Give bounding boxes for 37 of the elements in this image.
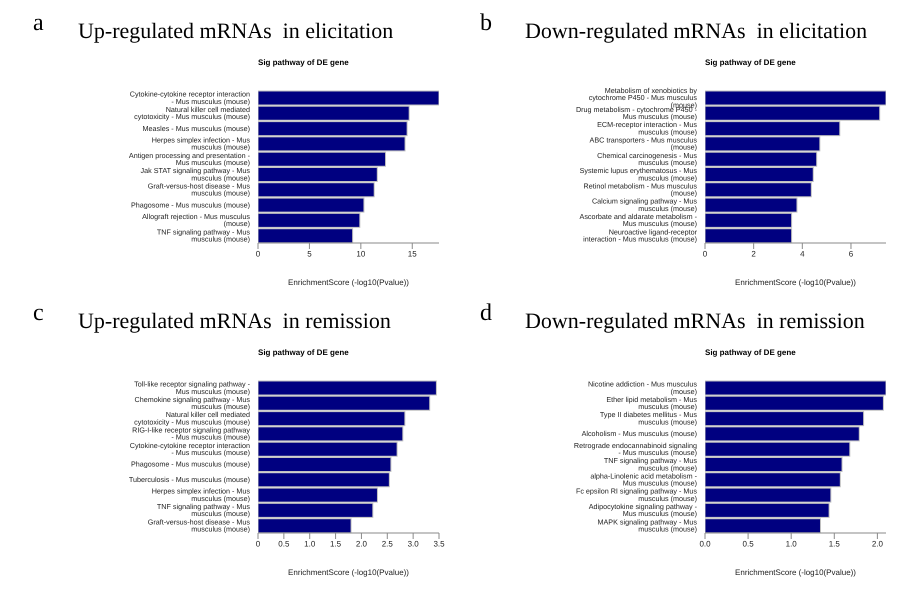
x-axis-title: EnrichmentScore (-log10(Pvalue)) <box>735 278 856 287</box>
x-axis-title: EnrichmentScore (-log10(Pvalue)) <box>735 568 856 577</box>
x-tick-label: 2 <box>751 250 756 259</box>
x-tick-label: 0 <box>256 540 261 549</box>
text: c <box>33 300 44 327</box>
x-tick-label: 0.5 <box>742 540 754 549</box>
chart-subtitle: Sig pathway of DE gene <box>705 348 796 357</box>
x-tick-label: 3.5 <box>433 540 446 549</box>
chart-subtitle: Sig pathway of DE gene <box>258 348 349 357</box>
chart-title: Up-regulated mRNAs in elicitation <box>78 18 394 44</box>
x-tick-label: 5 <box>307 250 312 259</box>
text: d <box>480 300 492 327</box>
x-tick-label: 10 <box>356 250 366 259</box>
x-tick-label: 2.5 <box>382 540 394 549</box>
x-tick-label: 0.0 <box>699 540 712 549</box>
x-tick-label: 3.0 <box>408 540 420 549</box>
chart-subtitle: Sig pathway of DE gene <box>705 58 796 67</box>
x-tick-label: 1.5 <box>330 540 342 549</box>
text: b <box>480 10 492 37</box>
x-tick-label: 1.0 <box>786 540 798 549</box>
chart-subtitle: Sig pathway of DE gene <box>258 58 349 67</box>
x-tick-label: 1.0 <box>304 540 316 549</box>
chart-title: Up-regulated mRNAs in remission <box>78 308 391 334</box>
x-tick-label: 1.5 <box>828 540 840 549</box>
x-axis-title: EnrichmentScore (-log10(Pvalue)) <box>288 568 410 577</box>
chart-title: Down-regulated mRNAs in elicitation <box>525 18 868 44</box>
x-tick-label: 2.0 <box>872 540 884 549</box>
x-tick-label: 0 <box>256 250 261 259</box>
text: a <box>33 10 44 37</box>
x-tick-label: 2.0 <box>356 540 368 549</box>
chart-title: Down-regulated mRNAs in remission <box>525 308 865 334</box>
x-tick-label: 0 <box>702 250 708 259</box>
x-tick-label: 6 <box>848 250 854 259</box>
x-tick-label: 4 <box>800 250 806 259</box>
x-axis-title: EnrichmentScore (-log10(Pvalue)) <box>288 278 410 287</box>
x-tick-label: 15 <box>408 250 418 259</box>
x-tick-label: 0.5 <box>278 540 290 549</box>
